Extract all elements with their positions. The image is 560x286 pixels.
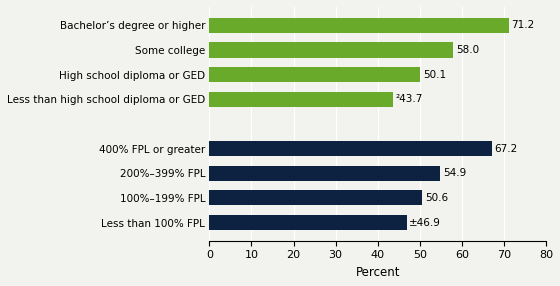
Text: 50.1: 50.1: [423, 69, 446, 80]
Bar: [209, 17, 509, 33]
Bar: [209, 190, 422, 205]
Text: 50.6: 50.6: [425, 193, 448, 203]
Text: 71.2: 71.2: [511, 20, 535, 30]
Bar: [209, 166, 440, 181]
Bar: [209, 67, 420, 82]
X-axis label: Percent: Percent: [356, 266, 400, 279]
Text: 58.0: 58.0: [456, 45, 479, 55]
Bar: [209, 92, 393, 107]
Text: ±46.9: ±46.9: [409, 218, 441, 227]
Text: 67.2: 67.2: [494, 144, 518, 154]
Text: ²43.7: ²43.7: [396, 94, 423, 104]
Bar: [209, 42, 454, 57]
Bar: [209, 141, 492, 156]
Bar: [209, 215, 407, 230]
Text: 54.9: 54.9: [443, 168, 466, 178]
